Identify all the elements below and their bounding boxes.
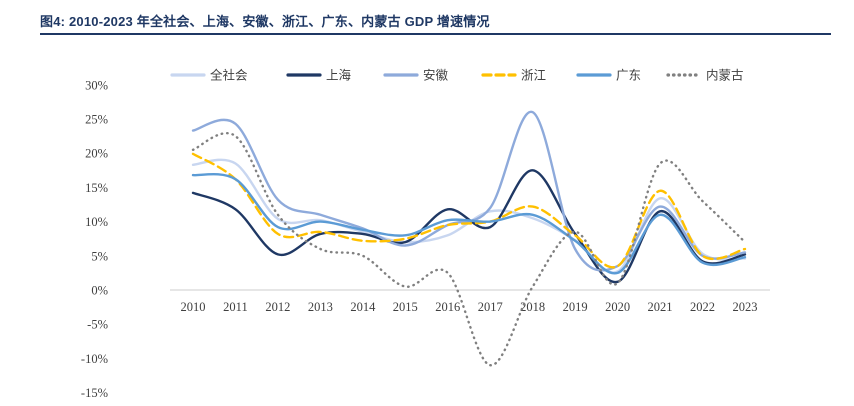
y-axis-tick-label: 5%	[91, 249, 108, 263]
x-axis-tick-label: 2023	[732, 300, 757, 314]
x-axis-tick-label: 2010	[181, 300, 206, 314]
x-axis-tick-label: 2015	[393, 300, 418, 314]
x-axis-tick-label: 2016	[435, 300, 460, 314]
y-axis-tick-label: 30%	[85, 78, 108, 92]
legend-label-zhejiang: 浙江	[521, 68, 546, 83]
x-axis-tick-label: 2012	[265, 300, 290, 314]
y-axis-tick-label: 0%	[91, 284, 108, 298]
y-axis-tick-label: 25%	[85, 113, 108, 127]
legend-label-inner-mongolia: 内蒙古	[706, 68, 744, 83]
figure-title: 图4: 2010-2023 年全社会、上海、安徽、浙江、广东、内蒙古 GDP 增…	[40, 14, 490, 29]
series-line-guangdong	[191, 172, 747, 275]
x-axis-tick-label: 2022	[690, 300, 715, 314]
series-line-zhejiang	[191, 152, 747, 269]
series-line-anhui	[191, 110, 747, 272]
series-line-shanghai	[191, 169, 747, 284]
legend-label-guangdong: 广东	[616, 69, 641, 83]
y-axis-tick-label: 10%	[85, 215, 108, 229]
x-axis-tick-label: 2014	[350, 300, 376, 314]
legend-label-national: 全社会	[210, 68, 248, 83]
y-axis-tick-label: -10%	[81, 352, 108, 366]
x-axis-tick-label: 2018	[520, 300, 545, 314]
x-axis-tick-label: 2013	[308, 300, 333, 314]
title-divider	[40, 33, 831, 35]
x-axis-tick-label: 2017	[478, 300, 503, 314]
gdp-growth-chart: 30% 25% 20% 15% 10% 5% 0% -5% -10% -15% 2010 2011 20…	[81, 68, 770, 400]
y-axis-tick-label: -5%	[87, 318, 108, 332]
x-axis-tick-label: 2021	[648, 300, 673, 314]
x-axis-tick-label: 2019	[563, 300, 588, 314]
y-axis-tick-label: 20%	[85, 147, 108, 161]
x-axis-tick-label: 2011	[223, 300, 248, 314]
x-axis-tick-label: 2020	[605, 300, 630, 314]
series-line-national	[191, 158, 747, 274]
legend-label-anhui: 安徽	[423, 68, 449, 83]
y-axis-tick-label: -15%	[81, 386, 108, 400]
series-line-inner-mongolia	[191, 132, 747, 367]
y-axis-tick-label: 15%	[85, 181, 108, 195]
legend-label-shanghai: 上海	[326, 68, 352, 83]
